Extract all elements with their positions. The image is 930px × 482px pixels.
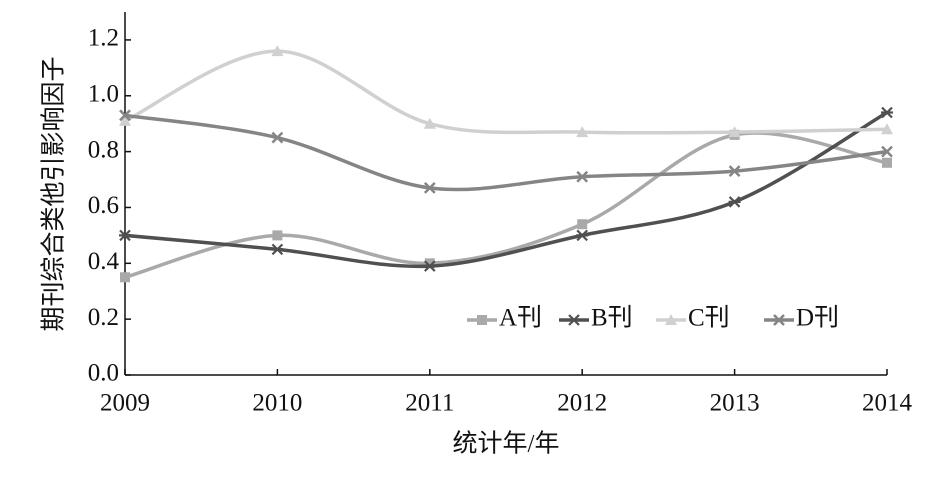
y-tick-label: 1.0 bbox=[88, 81, 119, 108]
marker bbox=[881, 145, 893, 158]
marker bbox=[119, 109, 131, 122]
y-tick-label: 0.4 bbox=[88, 248, 120, 275]
x-tick-label: 2012 bbox=[557, 390, 607, 417]
x-tick-label: 2013 bbox=[710, 390, 760, 417]
x-tick-label: 2010 bbox=[252, 390, 302, 417]
marker bbox=[882, 157, 892, 168]
marker bbox=[728, 126, 741, 138]
legend-label: B刊 bbox=[591, 305, 633, 332]
legend-label: A刊 bbox=[499, 305, 542, 332]
y-tick-label: 0.6 bbox=[88, 192, 119, 219]
marker bbox=[576, 170, 589, 183]
marker bbox=[119, 114, 131, 126]
marker bbox=[423, 117, 436, 129]
y-tick-label: 0.0 bbox=[88, 360, 119, 387]
marker bbox=[728, 196, 741, 208]
marker bbox=[272, 230, 283, 241]
marker bbox=[271, 131, 284, 144]
marker bbox=[119, 229, 131, 242]
x-tick-label: 2011 bbox=[405, 390, 454, 417]
y-tick-label: 1.2 bbox=[88, 25, 119, 52]
x-axis-label: 统计年/年 bbox=[453, 430, 560, 458]
marker bbox=[271, 45, 284, 57]
marker bbox=[728, 165, 741, 178]
series-line bbox=[124, 111, 888, 269]
marker bbox=[271, 243, 284, 256]
marker bbox=[423, 182, 436, 194]
marker bbox=[576, 229, 589, 242]
marker bbox=[424, 258, 435, 269]
marker bbox=[881, 123, 893, 135]
legend-marker bbox=[773, 314, 785, 326]
marker bbox=[423, 260, 436, 272]
y-axis-label: 期刊综合类他引影响因子 bbox=[40, 56, 68, 331]
legend-marker bbox=[477, 315, 487, 325]
marker bbox=[576, 126, 589, 138]
legend-label: C刊 bbox=[688, 305, 730, 332]
legend-marker bbox=[665, 314, 677, 325]
legend-label: D刊 bbox=[796, 305, 839, 332]
series-line bbox=[124, 49, 888, 135]
x-tick-label: 2009 bbox=[100, 390, 150, 417]
marker bbox=[881, 106, 893, 119]
y-tick-label: 0.2 bbox=[88, 304, 119, 331]
y-tick-label: 0.8 bbox=[88, 136, 119, 163]
x-tick-label: 2014 bbox=[862, 390, 913, 417]
legend-marker bbox=[568, 314, 580, 326]
marker bbox=[577, 219, 588, 230]
series-line bbox=[124, 113, 888, 192]
marker bbox=[120, 272, 130, 283]
